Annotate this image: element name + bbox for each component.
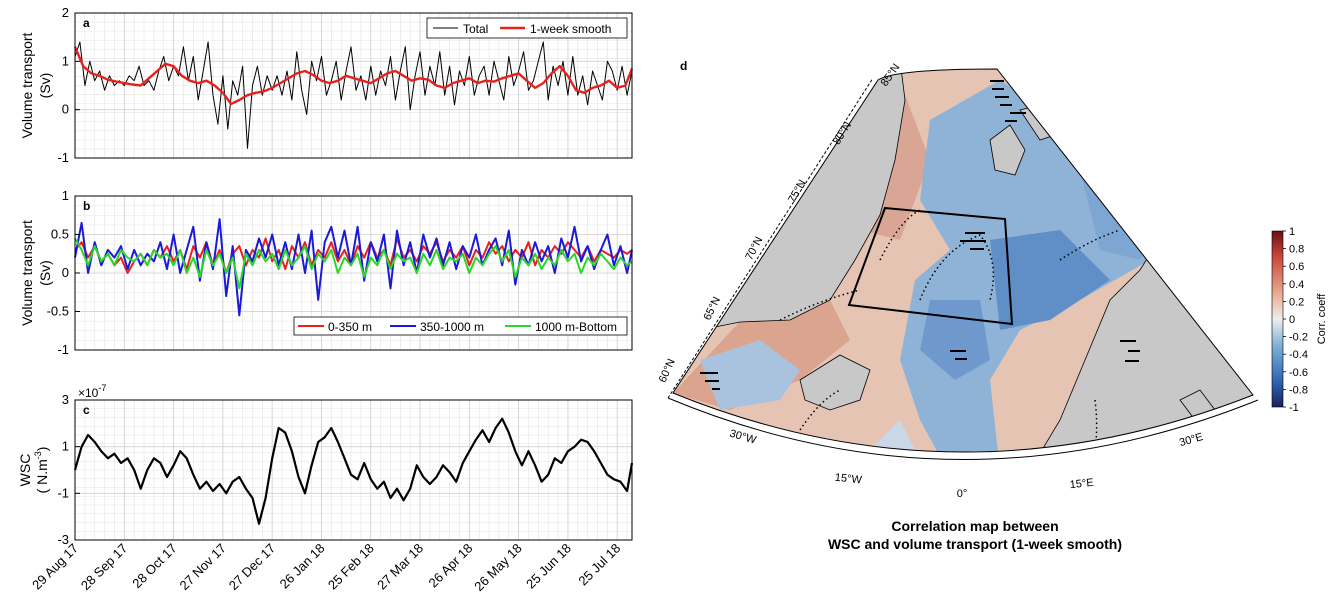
x-tick-label: 28 Oct 17 bbox=[129, 541, 179, 591]
x-tick-label: 27 Dec 17 bbox=[226, 541, 279, 594]
y-tick-label: -0.5 bbox=[47, 304, 69, 319]
y-multiplier: ×10-7 bbox=[78, 383, 106, 400]
colorbar-tick: 0.6 bbox=[1289, 261, 1304, 273]
panel-label: b bbox=[83, 199, 90, 213]
map-title-line2: WSC and volume transport (1-week smooth) bbox=[828, 536, 1122, 552]
y-tick-label: 0 bbox=[62, 102, 69, 117]
panel-c-plot: 3 1 -1 -3 c WSC( N.m-3) ×10-7 bbox=[17, 383, 634, 547]
panel-b-plot: 1 0.5 0 -0.5 -1 b Volume transport (Sv) 0-350 m 3… bbox=[19, 188, 633, 357]
legend-b: 0-350 m 350-1000 m 1000 m-Bottom bbox=[293, 316, 628, 336]
y-tick-label: 1 bbox=[62, 53, 69, 68]
legend-a: Total 1-week smooth bbox=[426, 17, 628, 39]
svalbard-land bbox=[989, 124, 1026, 176]
y-axis-unit: ( N.m-3) bbox=[33, 447, 50, 494]
significance-markers bbox=[700, 80, 1140, 390]
series-line-1 bbox=[73, 417, 634, 525]
colorbar-tick: -0.8 bbox=[1289, 384, 1308, 396]
colorbar-tick: 0.4 bbox=[1289, 279, 1304, 291]
lon-label: 30°W bbox=[728, 428, 758, 447]
colorbar-tick: -0.6 bbox=[1289, 367, 1308, 379]
x-tick-label: 29 Aug 17 bbox=[29, 541, 81, 593]
series-line-1 bbox=[74, 41, 633, 149]
y-axis-label: Volume transport bbox=[19, 220, 35, 326]
series-line-3 bbox=[74, 237, 633, 290]
x-tick-label: 26 Jan 18 bbox=[277, 541, 328, 592]
legend-smooth: 1-week smooth bbox=[530, 22, 611, 36]
colorbar-tick: -0.2 bbox=[1289, 332, 1308, 344]
lon-label: 30°E bbox=[1178, 431, 1204, 449]
colorbar-tick: -0.4 bbox=[1289, 349, 1308, 361]
y-axis-label: Volume transport bbox=[19, 32, 35, 138]
lon-label: 15°E bbox=[1069, 477, 1094, 491]
colorbar-tick: 1 bbox=[1289, 226, 1295, 238]
iceland-land bbox=[799, 354, 871, 411]
y-tick-label: -1 bbox=[57, 150, 69, 165]
colorbar-tick: -1 bbox=[1289, 402, 1299, 414]
map-panel: d bbox=[657, 59, 1328, 552]
lat-label: 60°N bbox=[657, 357, 678, 384]
colorbar-tick: 0 bbox=[1289, 314, 1295, 326]
colorbar-label: Corr. coeff bbox=[1316, 293, 1328, 344]
x-tick-label: 25 Feb 18 bbox=[325, 541, 377, 593]
x-tick-label: 25 Jul 18 bbox=[575, 541, 623, 589]
lat-label: 65°N bbox=[702, 295, 724, 322]
y-axis-unit: (Sv) bbox=[37, 73, 53, 99]
y-tick-label: 2 bbox=[62, 5, 69, 20]
legend-layer-3: 1000 m-Bottom bbox=[535, 320, 617, 334]
lon-label: 15°W bbox=[834, 472, 863, 487]
map-frame bbox=[672, 68, 1254, 453]
legend-layer-2: 350-1000 m bbox=[420, 320, 484, 334]
x-tick-label: 27 Mar 18 bbox=[374, 541, 426, 593]
panel-label: a bbox=[83, 16, 90, 30]
y-tick-label: 1 bbox=[62, 439, 69, 454]
y-tick-label: 0.5 bbox=[51, 227, 69, 242]
colorbar-tick: 0.8 bbox=[1289, 244, 1304, 256]
y-axis-unit: (Sv) bbox=[37, 260, 53, 286]
panel-a-plot: 2 1 0 -1 a Volume transport (Sv) Total 1-week sm… bbox=[19, 5, 634, 165]
series-line-1 bbox=[74, 237, 633, 274]
x-tick-label: 26 Apr 18 bbox=[425, 541, 475, 591]
legend-layer-1: 0-350 m bbox=[328, 320, 372, 334]
x-tick-label: 28 Sep 17 bbox=[78, 541, 131, 594]
x-tick-label: 25 Jun 18 bbox=[523, 541, 574, 592]
colorbar-tick: 0.2 bbox=[1289, 296, 1304, 308]
series-line-2 bbox=[74, 218, 633, 317]
x-tick-label: 27 Nov 17 bbox=[176, 541, 229, 594]
lon-label: 0° bbox=[957, 488, 968, 500]
panel-label: c bbox=[83, 403, 90, 417]
x-tick-label: 26 May 18 bbox=[471, 541, 525, 595]
y-tick-label: 0 bbox=[62, 265, 69, 280]
panel-d-label: d bbox=[680, 59, 687, 73]
y-tick-label: 1 bbox=[62, 188, 69, 203]
region-box bbox=[847, 206, 1014, 326]
y-tick-label: -1 bbox=[57, 485, 69, 500]
y-tick-label: -1 bbox=[57, 342, 69, 357]
colorbar bbox=[1271, 230, 1284, 408]
y-tick-label: -3 bbox=[57, 532, 69, 547]
legend-total: Total bbox=[463, 22, 488, 36]
minor-grid bbox=[74, 195, 632, 351]
series-line-2 bbox=[73, 46, 634, 106]
map-title-line1: Correlation map between bbox=[891, 518, 1058, 534]
y-axis-label: WSC bbox=[17, 454, 33, 487]
y-tick-label: 3 bbox=[62, 392, 69, 407]
